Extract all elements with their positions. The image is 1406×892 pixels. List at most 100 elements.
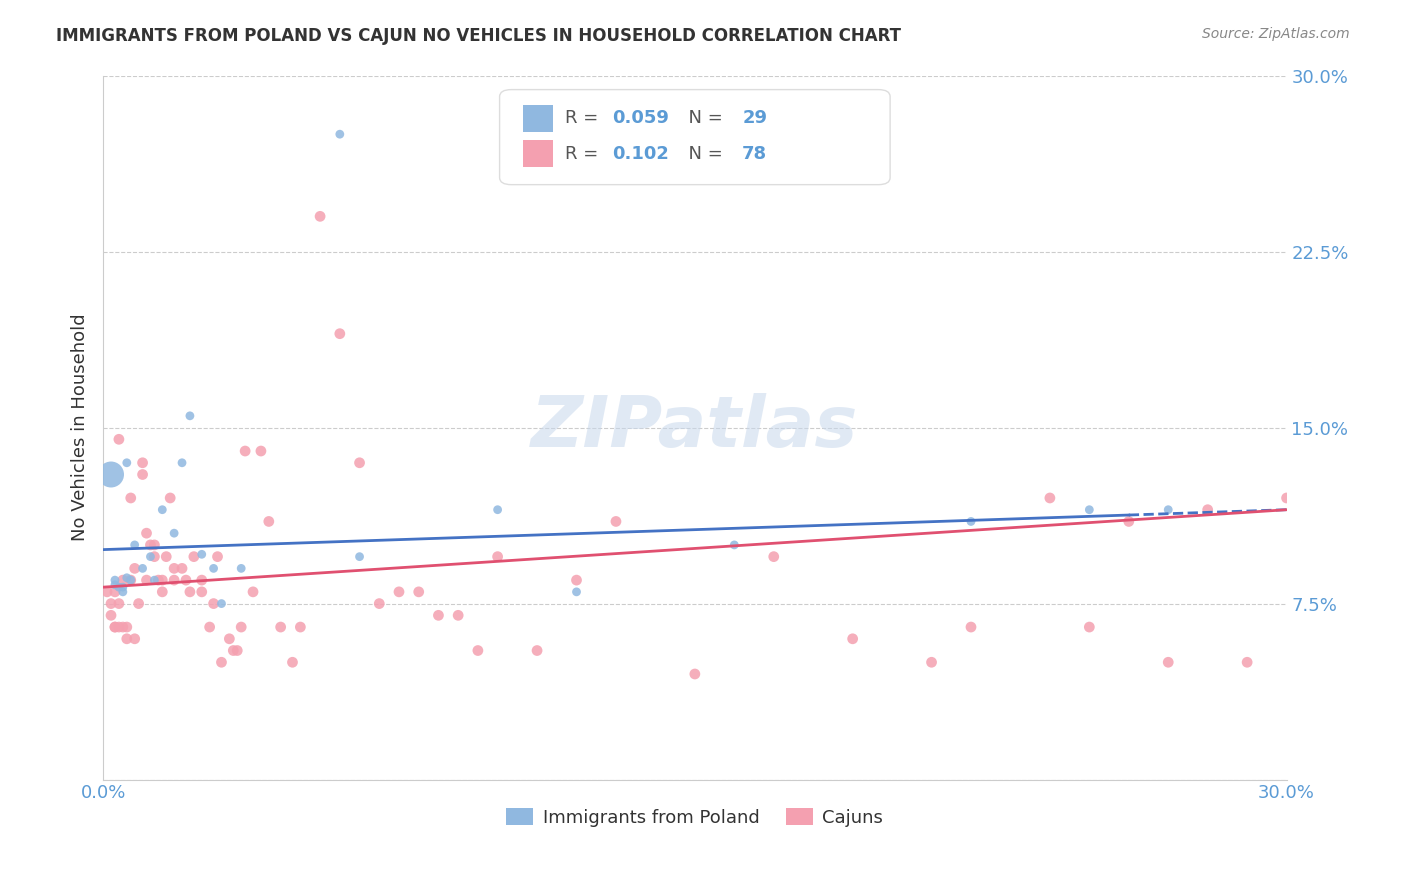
Point — [115, 571, 138, 585]
Point — [447, 608, 470, 623]
Point — [104, 578, 127, 592]
Point — [115, 632, 138, 646]
Point — [104, 573, 127, 587]
Point — [174, 573, 197, 587]
Point — [242, 585, 264, 599]
Point — [218, 632, 240, 646]
Point — [124, 561, 146, 575]
Point — [270, 620, 292, 634]
Point — [250, 444, 273, 458]
Point — [104, 620, 127, 634]
Point — [427, 608, 450, 623]
Point — [467, 643, 489, 657]
Point — [1157, 502, 1180, 516]
Point — [281, 655, 304, 669]
Text: 0.059: 0.059 — [612, 110, 669, 128]
Y-axis label: No Vehicles in Household: No Vehicles in Household — [72, 314, 89, 541]
Point — [226, 643, 249, 657]
Point — [211, 655, 233, 669]
Text: N =: N = — [678, 145, 728, 162]
Point — [231, 561, 253, 575]
Text: R =: R = — [565, 145, 603, 162]
FancyBboxPatch shape — [499, 89, 890, 185]
Point — [108, 597, 131, 611]
Point — [257, 515, 280, 529]
Text: N =: N = — [678, 110, 728, 128]
Point — [1236, 655, 1258, 669]
Point — [605, 515, 627, 529]
Point — [202, 561, 225, 575]
Point — [150, 585, 173, 599]
Point — [120, 573, 142, 587]
Point — [1197, 502, 1219, 516]
Text: 0.102: 0.102 — [612, 145, 669, 162]
Point — [183, 549, 205, 564]
Point — [202, 597, 225, 611]
Point — [349, 456, 371, 470]
Point — [111, 580, 134, 594]
Point — [148, 573, 170, 587]
Point — [222, 643, 245, 657]
Bar — [523, 140, 553, 167]
Point — [108, 580, 131, 594]
Point — [231, 620, 253, 634]
Point — [1157, 655, 1180, 669]
Point — [207, 549, 229, 564]
Point — [170, 561, 193, 575]
Point — [163, 573, 186, 587]
Point — [135, 573, 157, 587]
Point — [960, 515, 983, 529]
Point — [163, 561, 186, 575]
Point — [100, 608, 122, 623]
Point — [349, 549, 371, 564]
Point — [135, 526, 157, 541]
Point — [115, 620, 138, 634]
Point — [1118, 515, 1140, 529]
Point — [683, 667, 706, 681]
Point — [163, 526, 186, 541]
Point — [190, 547, 212, 561]
Point — [100, 597, 122, 611]
Point — [128, 597, 150, 611]
Point — [211, 597, 233, 611]
Point — [159, 491, 181, 505]
Point — [309, 210, 332, 224]
Point — [368, 597, 391, 611]
Point — [329, 326, 352, 341]
Point — [108, 432, 131, 446]
Text: ZIPatlas: ZIPatlas — [531, 393, 859, 462]
Point — [115, 456, 138, 470]
Point — [179, 409, 201, 423]
Point — [1078, 620, 1101, 634]
Text: 78: 78 — [742, 145, 768, 162]
Point — [111, 585, 134, 599]
Point — [526, 643, 548, 657]
Point — [408, 585, 430, 599]
Point — [960, 620, 983, 634]
Point — [486, 502, 509, 516]
Text: 29: 29 — [742, 110, 768, 128]
Point — [108, 620, 131, 634]
Point — [143, 573, 166, 587]
Point — [762, 549, 785, 564]
Text: R =: R = — [565, 110, 603, 128]
Point — [1078, 502, 1101, 516]
Point — [723, 538, 745, 552]
Point — [329, 127, 352, 141]
Legend: Immigrants from Poland, Cajuns: Immigrants from Poland, Cajuns — [499, 801, 890, 834]
Text: IMMIGRANTS FROM POLAND VS CAJUN NO VEHICLES IN HOUSEHOLD CORRELATION CHART: IMMIGRANTS FROM POLAND VS CAJUN NO VEHIC… — [56, 27, 901, 45]
Point — [565, 573, 588, 587]
Point — [155, 549, 177, 564]
Point — [104, 585, 127, 599]
Point — [233, 444, 256, 458]
Point — [290, 620, 312, 634]
Point — [150, 573, 173, 587]
Bar — [523, 105, 553, 132]
Point — [139, 549, 162, 564]
Point — [1275, 491, 1298, 505]
Point — [143, 538, 166, 552]
Point — [565, 585, 588, 599]
Point — [100, 467, 122, 482]
Point — [124, 538, 146, 552]
Point — [198, 620, 221, 634]
